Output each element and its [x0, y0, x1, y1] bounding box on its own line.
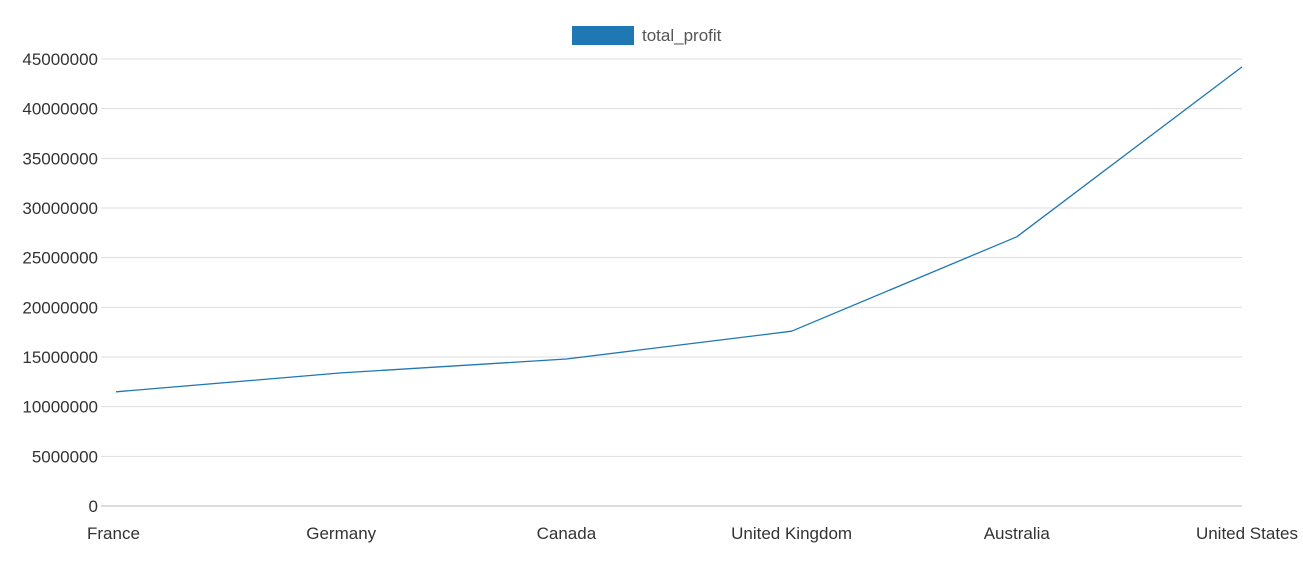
series-line [115, 66, 1243, 393]
y-tick-label: 40000000 [22, 100, 98, 119]
y-tick-label: 15000000 [22, 348, 98, 367]
y-tick-label: 45000000 [22, 50, 98, 69]
y-tick-label: 0 [89, 497, 98, 516]
y-tick-label: 35000000 [22, 149, 98, 168]
x-tick-label: Canada [537, 524, 597, 543]
x-tick-label: Germany [306, 524, 376, 543]
series-layer [115, 66, 1243, 393]
y-tick-label: 25000000 [22, 249, 98, 268]
y-tick-label: 20000000 [22, 298, 98, 317]
legend-label[interactable]: total_profit [642, 26, 722, 45]
y-tick-label: 10000000 [22, 398, 98, 417]
grid-lines [101, 58, 1242, 457]
x-tick-label: Australia [984, 524, 1051, 543]
x-tick-label: United Kingdom [731, 524, 852, 543]
y-tick-label: 30000000 [22, 199, 98, 218]
legend-swatch[interactable] [572, 26, 634, 45]
y-axis: 0 5000000 10000000 15000000 20000000 25000000… [22, 50, 98, 516]
x-axis: France Germany Canada United Kingdom Austral… [87, 505, 1298, 543]
y-tick-label: 5000000 [32, 447, 98, 466]
legend[interactable]: total_profit [572, 26, 722, 45]
x-tick-label: United States [1196, 524, 1298, 543]
x-tick-label: France [87, 524, 140, 543]
